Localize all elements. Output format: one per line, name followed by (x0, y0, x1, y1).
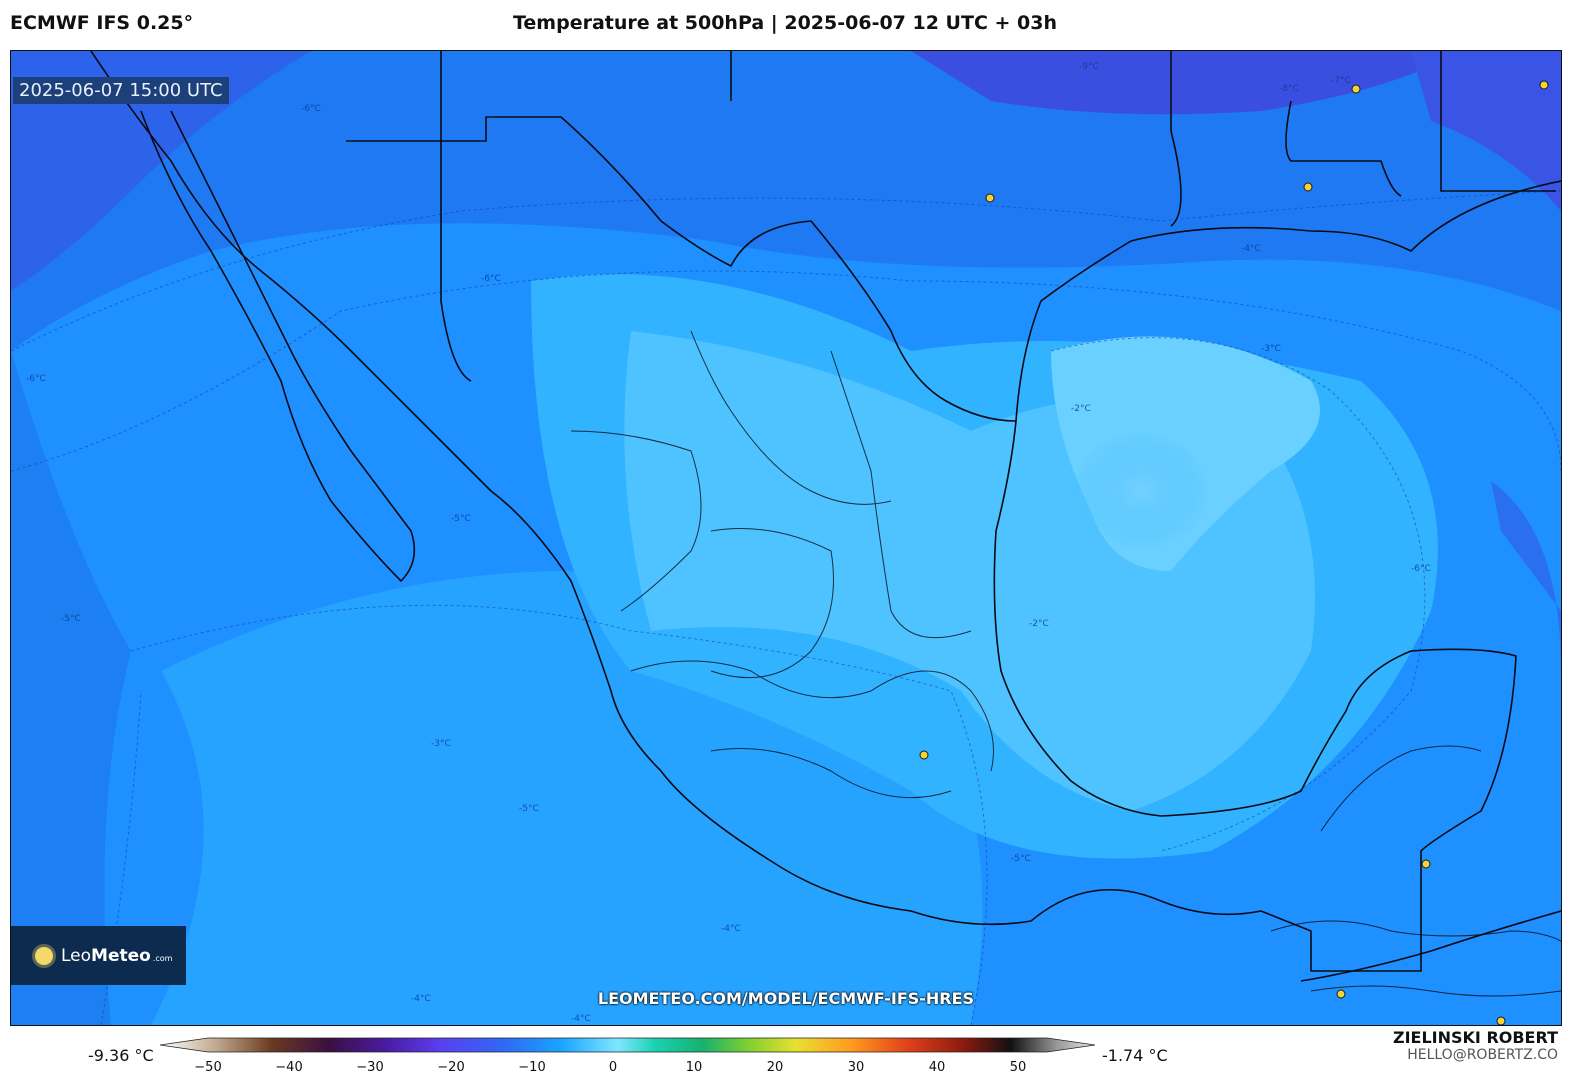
logo-suffix: .com (152, 954, 173, 963)
author-email[interactable]: HELLO@ROBERTZ.CO (1407, 1047, 1558, 1063)
leometeo-logo[interactable]: Leo Meteo .com (11, 926, 186, 985)
svg-text:-2°C: -2°C (1071, 404, 1091, 414)
logo-text-bold: Meteo (91, 945, 151, 966)
temperature-map[interactable]: -9°C -8°C -7°C -6°C -6°C -4°C -3°C -2°C … (10, 50, 1562, 1026)
colorbar-max-label: -1.74 °C (1102, 1046, 1168, 1065)
website-overlay: LEOMETEO.COM/MODEL/ECMWF-IFS-HRES (597, 989, 975, 1008)
author-credit: ZIELINSKI ROBERT HELLO@ROBERTZ.CO (1393, 1028, 1558, 1063)
colorbar-tick: −40 (275, 1060, 303, 1075)
svg-text:-3°C: -3°C (431, 739, 451, 749)
colorbar-tick: 20 (766, 1060, 784, 1075)
svg-text:-3°C: -3°C (1261, 344, 1281, 354)
svg-text:-7°C: -7°C (1331, 76, 1351, 86)
svg-text:-6°C: -6°C (481, 274, 501, 284)
chart-title: Temperature at 500hPa | 2025-06-07 12 UT… (512, 12, 1058, 34)
svg-text:-8°C: -8°C (1279, 84, 1299, 94)
svg-text:-5°C: -5°C (61, 614, 81, 624)
logo-text-light: Leo (61, 945, 92, 966)
svg-text:-5°C: -5°C (1011, 854, 1031, 864)
model-name: ECMWF IFS 0.25° (10, 12, 194, 34)
colorbar-tick: −20 (437, 1060, 465, 1075)
map-field: -9°C -8°C -7°C -6°C -6°C -4°C -3°C -2°C … (11, 51, 1561, 1025)
svg-text:-5°C: -5°C (451, 514, 471, 524)
svg-text:-6°C: -6°C (26, 374, 46, 384)
svg-text:-6°C: -6°C (1411, 564, 1431, 574)
svg-text:-6°C: -6°C (301, 104, 321, 114)
svg-text:-4°C: -4°C (1241, 244, 1261, 254)
colorbar-tick: 0 (608, 1060, 618, 1075)
svg-text:-4°C: -4°C (571, 1014, 591, 1024)
colorbar-tick: 40 (928, 1060, 946, 1075)
colorbar-tick: −30 (356, 1060, 384, 1075)
colorbar-min-label: -9.36 °C (88, 1046, 154, 1065)
colorbar-tick: −50 (194, 1060, 222, 1075)
svg-text:-4°C: -4°C (411, 994, 431, 1004)
author-name: ZIELINSKI ROBERT (1392, 1028, 1558, 1047)
colorbar-tick: 10 (685, 1060, 703, 1075)
colorbar (160, 1037, 1095, 1053)
sun-icon (35, 946, 53, 965)
colorbar-tick: 30 (847, 1060, 865, 1075)
svg-text:-4°C: -4°C (721, 924, 741, 934)
valid-time-badge: 2025-06-07 15:00 UTC (13, 77, 229, 104)
svg-text:-2°C: -2°C (1029, 619, 1049, 629)
colorbar-tick: 50 (1009, 1060, 1027, 1075)
svg-text:-9°C: -9°C (1079, 62, 1099, 72)
svg-text:-5°C: -5°C (519, 804, 539, 814)
colorbar-tick: −10 (518, 1060, 546, 1075)
